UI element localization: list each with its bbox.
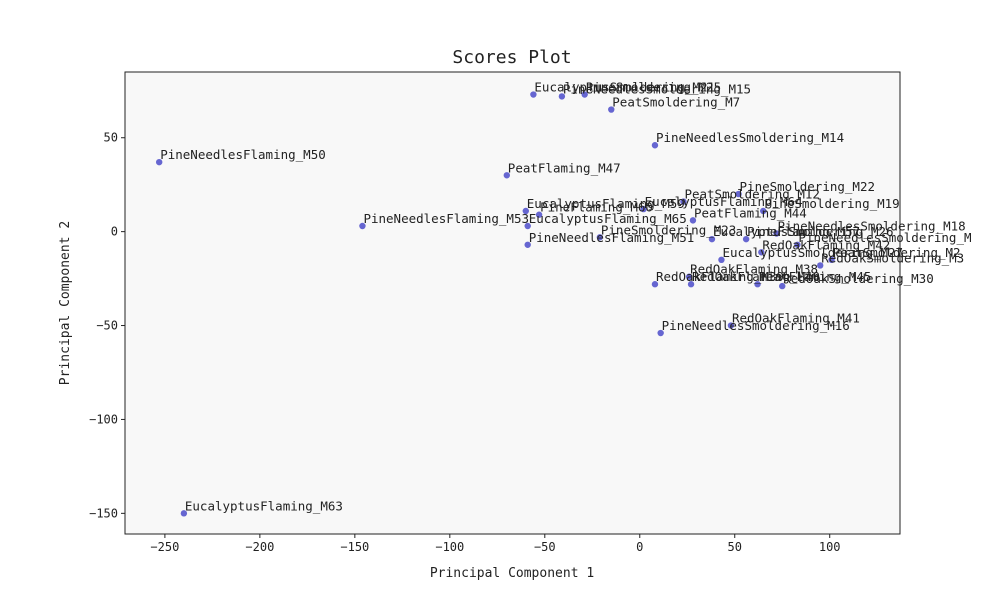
x-tick-label: 0 xyxy=(636,540,643,554)
scatter-point xyxy=(760,207,767,215)
scatter-point xyxy=(742,235,750,243)
point-label: PineNeedlesFlaming_M53 xyxy=(363,211,529,226)
x-tick-label: −150 xyxy=(340,540,369,554)
point-label: PeatFlaming_M44 xyxy=(694,205,807,220)
y-axis: 50 0 −50 −100 −150 xyxy=(89,131,125,520)
scatter-point xyxy=(685,273,693,280)
chart-title: Scores Plot xyxy=(452,47,571,68)
point-label: PineSmoldering_M19 xyxy=(764,196,899,211)
point-label: PineNeedlesSmoldering_M16 xyxy=(662,318,850,333)
y-tick-label: −50 xyxy=(96,319,118,333)
scatter-point xyxy=(155,158,163,166)
y-tick-label: 0 xyxy=(111,225,118,239)
scatter-point xyxy=(180,510,188,517)
scatter-point xyxy=(708,235,716,243)
point-label: RedOakSmoldering_M3 xyxy=(821,250,964,265)
point-label: RedOakSmoldering_M30 xyxy=(783,271,934,286)
y-tick-label: 50 xyxy=(104,131,118,145)
scatter-point xyxy=(651,281,659,288)
point-label: RedOakFlaming_M39 xyxy=(656,269,784,284)
scatter-point xyxy=(779,282,786,290)
data-points xyxy=(155,91,835,517)
x-tick-label: −250 xyxy=(150,540,179,554)
scatter-point xyxy=(581,91,588,98)
point-label: RedOakFlaming_M40 xyxy=(692,269,820,284)
point-label: PeatFlaming_M47 xyxy=(508,160,621,175)
scatter-point xyxy=(828,256,835,264)
point-label: EucalyptusSmoldering_M26 xyxy=(713,224,894,239)
point-label: EucalyptusFlaming_M59 xyxy=(527,196,685,211)
scatter-point xyxy=(657,329,664,337)
scatter-point xyxy=(359,222,366,230)
point-label: EucalyptusFlaming_M65 xyxy=(529,211,687,226)
point-label: PeatSmoldering_M12 xyxy=(684,187,819,202)
point-label: PineNeedlesSmoldering_M xyxy=(798,230,971,245)
point-label: PineFlaming_M60 xyxy=(540,200,653,215)
point-label: RedOakFlaming_M38 xyxy=(690,262,818,277)
scatter-point xyxy=(503,172,511,179)
plot-area xyxy=(124,71,901,535)
point-label: PineNeedlesSmoldering_M15 xyxy=(563,81,751,96)
scatter-point xyxy=(773,230,780,237)
scatter-point xyxy=(596,234,604,241)
y-tick-label: −150 xyxy=(89,506,118,520)
point-label: PineSmoldering_M23 xyxy=(601,222,736,237)
point-labels: EucalyptusSmoldering_M21PineNeedlesSmold… xyxy=(160,80,971,514)
scatter-point xyxy=(535,211,543,218)
scatter-point xyxy=(687,281,695,288)
scatter-point xyxy=(640,205,647,213)
scatter-point xyxy=(689,217,697,224)
scatter-point xyxy=(718,256,725,264)
scatter-point xyxy=(727,322,735,329)
x-tick-label: −50 xyxy=(534,540,556,554)
scatter-point xyxy=(680,198,687,205)
point-label: PineNeedlesFlaming_M51 xyxy=(529,230,695,245)
point-label: PineSmoldering_M22 xyxy=(740,179,875,194)
scatter-point xyxy=(735,190,742,198)
scatter-point xyxy=(651,142,659,149)
point-label: PeatSmoldering_M2 xyxy=(833,245,961,260)
scatter-point xyxy=(758,249,765,256)
point-label: PineNeedlesSmoldering_M14 xyxy=(656,130,844,145)
point-label: EucalyptusFlaming_M63 xyxy=(185,498,343,513)
x-tick-label: 100 xyxy=(819,540,841,554)
scatter-point xyxy=(524,222,531,230)
scatter-point xyxy=(754,281,761,288)
scatter-point xyxy=(522,207,529,215)
point-label: RedOakFlaming_M42 xyxy=(762,237,890,252)
point-label: EucalyptusSmoldering_M21 xyxy=(534,80,715,95)
point-label: EucalyptusSmoldering_M27 xyxy=(722,245,903,260)
point-label: PineFlaming_M57 xyxy=(747,224,860,239)
point-label: RedOakFlaming_M41 xyxy=(732,311,860,326)
scatter-point xyxy=(608,106,615,113)
point-label: PeatSmoldering_M7 xyxy=(612,95,740,110)
x-tick-label: −100 xyxy=(435,540,464,554)
scatter-point xyxy=(558,93,566,100)
y-axis-label: Principal Component 2 xyxy=(58,221,73,385)
x-axis-label: Principal Component 1 xyxy=(430,566,594,581)
point-label: PineSmoldering_M25 xyxy=(586,80,721,95)
x-tick-label: −200 xyxy=(245,540,274,554)
point-label: PeatFlaming_M45 xyxy=(759,269,872,284)
point-label: EucalyptusFlaming_M64 xyxy=(645,194,803,209)
y-tick-label: −100 xyxy=(89,412,118,426)
point-label: PineNeedlesFlaming_M50 xyxy=(160,147,326,162)
scatter-point xyxy=(794,241,801,248)
scatter-point xyxy=(524,241,531,248)
point-label: PineNeedlesSmoldering_M18 xyxy=(778,219,966,234)
x-tick-label: 50 xyxy=(728,540,742,554)
scatter-point xyxy=(817,262,824,269)
scatter-point xyxy=(530,91,537,98)
x-axis: −250 −200 −150 −100 −50 0 50 100 xyxy=(150,534,841,554)
